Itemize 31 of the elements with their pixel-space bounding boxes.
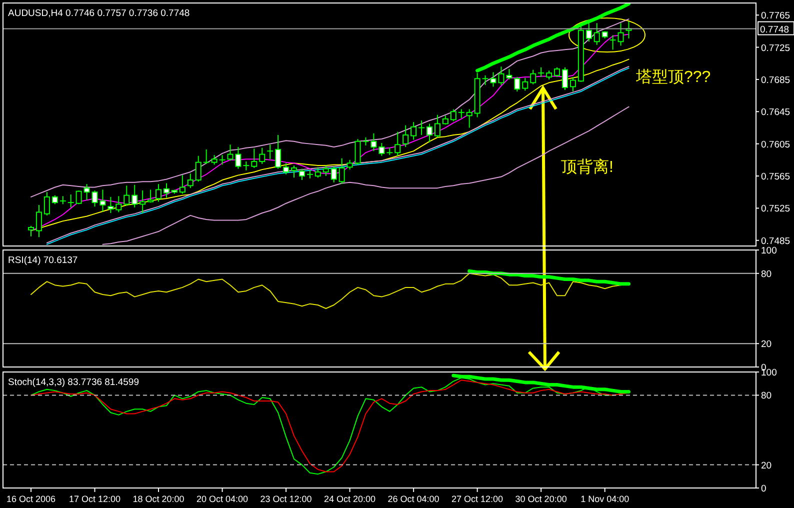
y-tick-label: 0.7725 — [761, 42, 790, 54]
y-tick-label: 0.7525 — [761, 204, 790, 215]
x-tick-label: 27 Oct 12:00 — [452, 494, 504, 504]
y-tick-label: 0.7485 — [761, 236, 790, 247]
y-tick-label: 0 — [761, 484, 766, 494]
x-tick-label: 26 Oct 04:00 — [388, 494, 440, 504]
y-tick-label: 0.7765 — [761, 10, 790, 22]
y-tick-label: 20 — [761, 460, 772, 472]
text: AUDUSD,H4 0.7746 0.7757 0.7736 0.7748 — [8, 8, 190, 19]
y-tick-label: 0.7645 — [761, 107, 790, 118]
x-tick-label: 24 Oct 20:00 — [324, 494, 376, 504]
x-tick-label: 18 Oct 20:00 — [132, 494, 184, 504]
text: 塔型顶??? — [635, 68, 711, 86]
ref-line-label: 0.7748 — [760, 24, 790, 36]
y-tick-label: 80 — [761, 268, 772, 280]
y-tick-label: 0.7565 — [761, 171, 790, 182]
x-tick-label: 16 Oct 2006 — [6, 494, 56, 504]
y-tick-label: 0.7605 — [761, 139, 790, 150]
text: Stoch(14,3,3) 83.7736 81.4599 — [8, 377, 139, 388]
x-tick-label: 17 Oct 12:00 — [68, 494, 121, 504]
y-tick-label: 80 — [761, 390, 772, 402]
x-tick-label: 23 Oct 12:00 — [260, 494, 312, 504]
text: RSI(14) 70.6137 — [8, 255, 78, 266]
y-tick-label: 20 — [761, 339, 772, 350]
y-tick-label: 100 — [761, 368, 777, 378]
x-tick-label: 20 Oct 04:00 — [196, 494, 248, 504]
annotation: 顶背离! — [561, 158, 614, 176]
y-tick-label: 0.7685 — [761, 74, 790, 86]
x-tick-label: 1 Nov 04:00 — [580, 494, 630, 504]
y-tick-label: 100 — [761, 246, 777, 256]
x-tick-label: 30 Oct 20:00 — [515, 494, 567, 504]
